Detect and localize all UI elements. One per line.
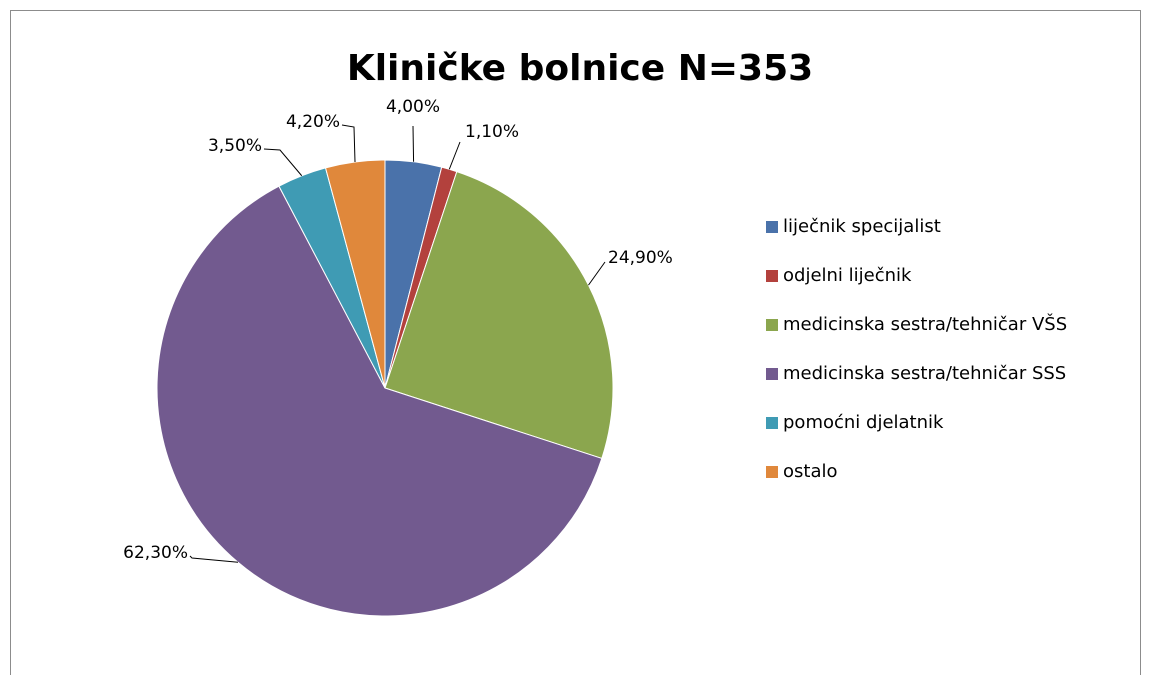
leader-line bbox=[448, 141, 461, 170]
legend-swatch bbox=[766, 417, 778, 429]
legend-label: medicinska sestra/tehničar SSS bbox=[783, 363, 1066, 384]
pie-slice bbox=[156, 185, 603, 617]
leader-line bbox=[412, 125, 415, 162]
data-label: 62,30% bbox=[123, 543, 188, 563]
legend-swatch bbox=[766, 466, 778, 478]
pie-slice bbox=[384, 170, 614, 460]
data-label: 1,10% bbox=[465, 122, 519, 142]
leader-line bbox=[588, 261, 606, 286]
legend-swatch bbox=[766, 368, 778, 380]
legend-swatch bbox=[766, 319, 778, 331]
leader-line bbox=[189, 555, 239, 563]
legend-label: odjelni liječnik bbox=[783, 265, 912, 286]
data-label: 4,00% bbox=[386, 97, 440, 117]
data-label: 4,20% bbox=[286, 112, 340, 132]
data-label: 24,90% bbox=[608, 248, 673, 268]
legend-swatch bbox=[766, 221, 778, 233]
legend-label: medicinska sestra/tehničar VŠS bbox=[783, 313, 1067, 335]
leader-line bbox=[341, 124, 356, 162]
legend-label: ostalo bbox=[783, 461, 838, 482]
data-label: 3,50% bbox=[208, 136, 262, 156]
legend-label: pomoćni djelatnik bbox=[783, 412, 944, 433]
legend-label: liječnik specijalist bbox=[783, 216, 941, 237]
pie-slice bbox=[324, 159, 386, 389]
leader-line bbox=[263, 148, 303, 177]
legend-swatch bbox=[766, 270, 778, 282]
chart-title: Kliničke bolnice N=353 bbox=[347, 48, 813, 89]
